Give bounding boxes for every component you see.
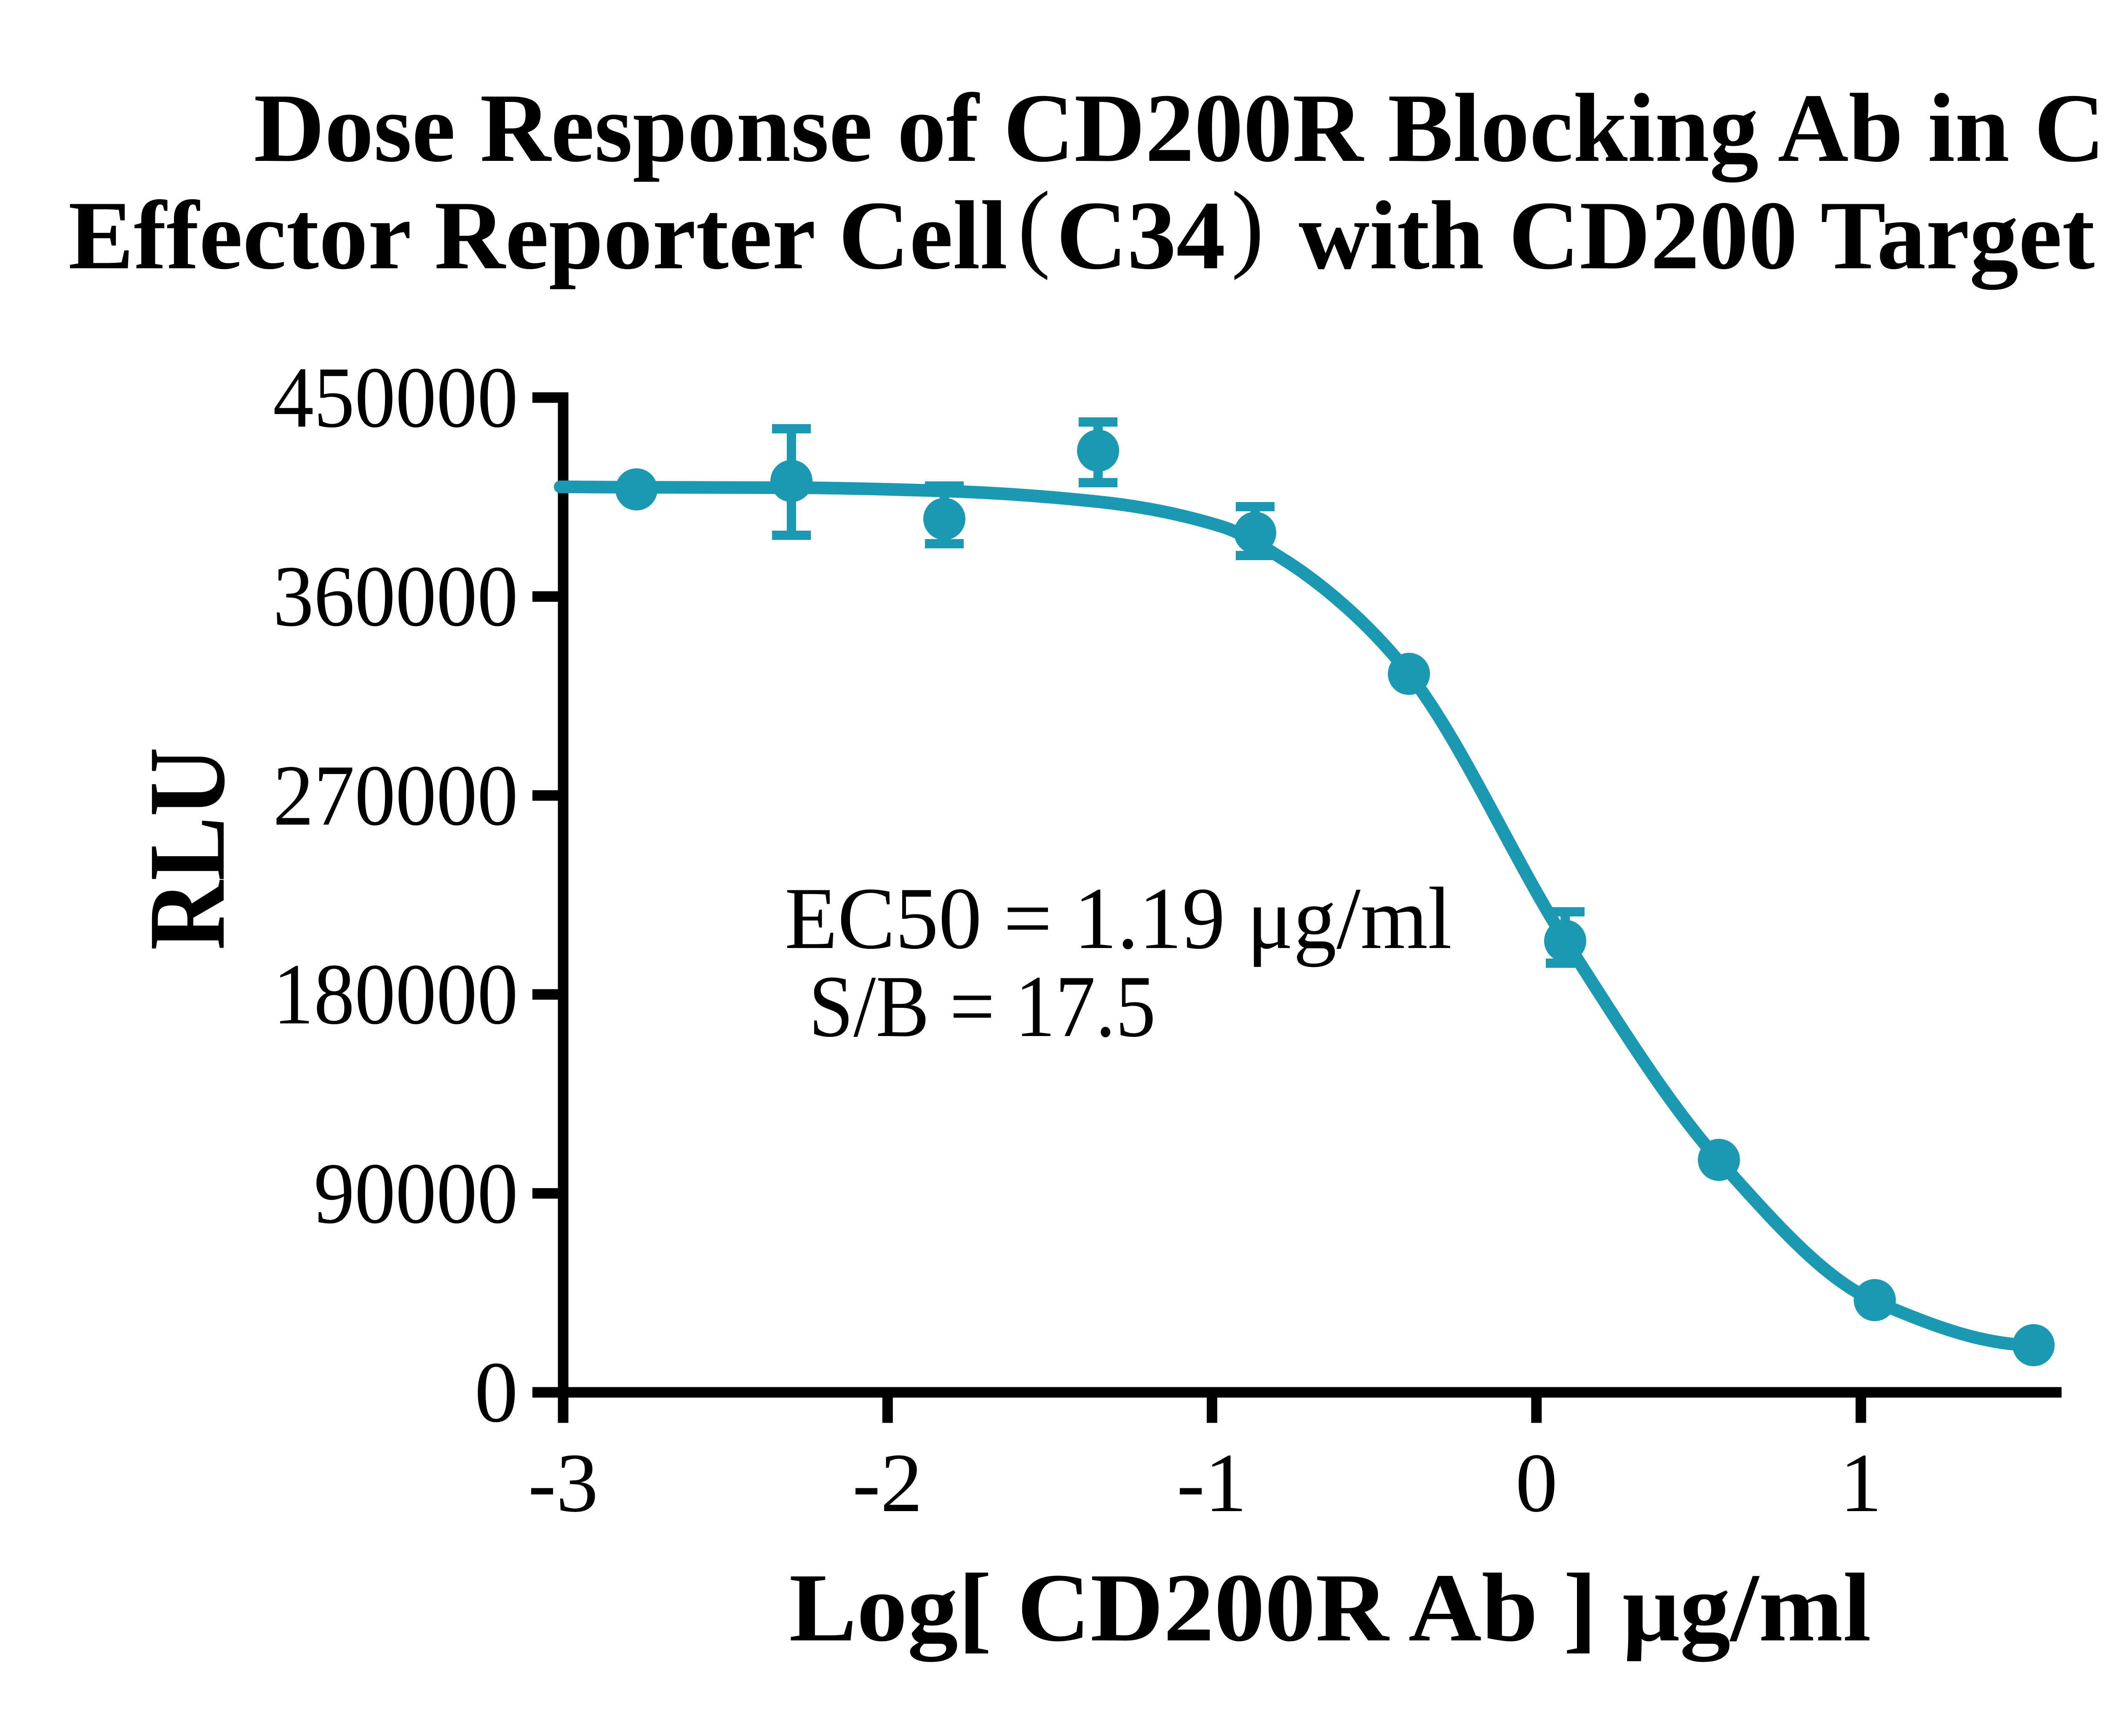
svg-text:-1: -1	[1177, 1437, 1247, 1530]
svg-text:180000: 180000	[273, 946, 518, 1042]
svg-text:-2: -2	[853, 1437, 923, 1530]
svg-text:S/B = 17.5: S/B = 17.5	[809, 958, 1156, 1055]
svg-text:0: 0	[475, 1344, 518, 1440]
svg-text:0: 0	[1515, 1437, 1558, 1530]
svg-text:450000: 450000	[273, 349, 518, 446]
svg-text:RLU: RLU	[126, 747, 248, 950]
svg-text:Log[ CD200R Ab ] μg/ml: Log[ CD200R Ab ] μg/ml	[789, 1554, 1871, 1662]
svg-text:270000: 270000	[273, 747, 518, 844]
svg-text:1: 1	[1840, 1437, 1882, 1530]
svg-text:360000: 360000	[273, 548, 518, 644]
svg-text:90000: 90000	[314, 1145, 518, 1242]
svg-text:Effector Reporter Cell(C34) wi: Effector Reporter Cell (C34) with CD200 T…	[68, 171, 2106, 290]
svg-text:Dose Response of CD200R Blocki: Dose Response of CD200R Blocking Ab in C…	[254, 74, 2106, 183]
svg-text:-3: -3	[528, 1437, 599, 1530]
svg-text:EC50 = 1.19 μg/ml: EC50 = 1.19 μg/ml	[785, 870, 1452, 967]
